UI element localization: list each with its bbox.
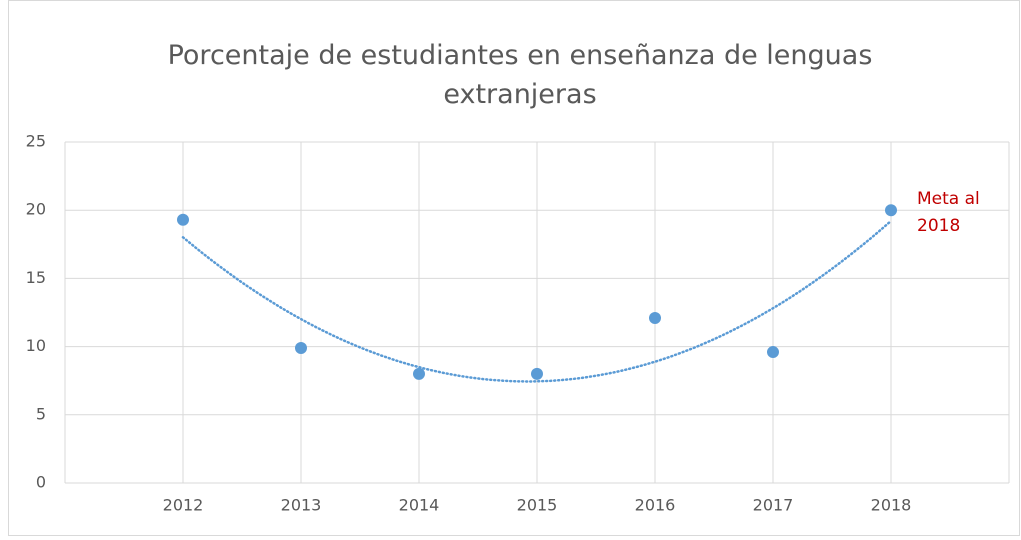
x-tick-label: 2014 <box>399 496 440 515</box>
x-tick-label: 2017 <box>753 496 794 515</box>
x-tick-label: 2015 <box>517 496 558 515</box>
annotation: Meta al 2018 <box>917 189 980 236</box>
point <box>413 367 425 380</box>
y-tick-label: 5 <box>36 404 46 423</box>
x-tick-label: 2012 <box>163 496 204 515</box>
point <box>531 367 543 380</box>
y-tick-label: 10 <box>26 336 46 355</box>
x-tick-label: 2013 <box>281 496 322 515</box>
x-tick-label: 2016 <box>635 496 676 515</box>
point <box>885 204 897 217</box>
chart-title: Porcentaje de estudiantes en enseñanza d… <box>167 40 873 110</box>
x-tick-label: 2018 <box>871 496 912 515</box>
y-tick-label: 15 <box>26 268 46 287</box>
point <box>177 213 189 226</box>
point <box>295 341 307 354</box>
point <box>767 346 779 359</box>
trendline <box>181 219 893 383</box>
y-tick-label: 0 <box>36 473 46 492</box>
y-tick-label: 25 <box>26 132 46 151</box>
y-tick-label: 20 <box>26 200 46 219</box>
chart-border <box>8 0 1020 536</box>
point <box>649 311 661 324</box>
